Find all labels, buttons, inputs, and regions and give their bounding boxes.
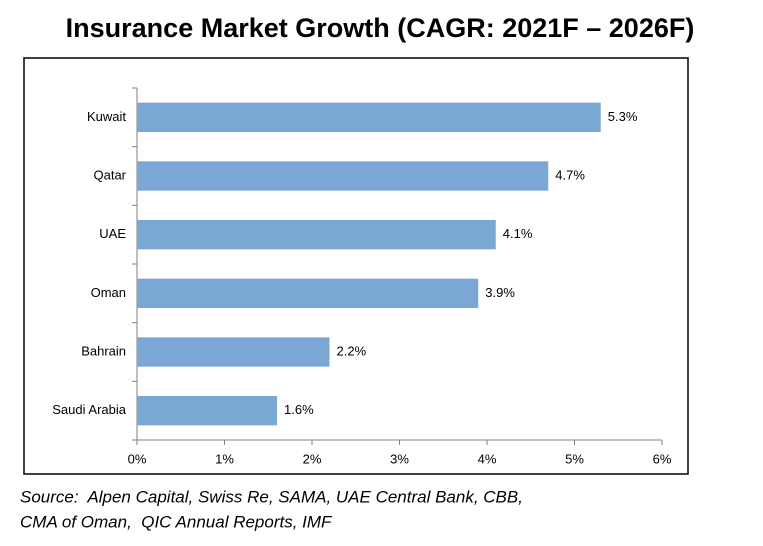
source-note: CMA of Oman, QIC Annual Reports, IMF xyxy=(20,512,333,531)
x-tick-label: 3% xyxy=(390,451,409,466)
x-tick-label: 6% xyxy=(653,451,672,466)
chart-frame xyxy=(23,57,689,475)
y-tick-label: Oman xyxy=(91,285,126,300)
bar xyxy=(137,102,601,132)
x-tick-label: 2% xyxy=(303,451,322,466)
data-label: 4.7% xyxy=(555,167,585,182)
y-tick-label: UAE xyxy=(99,226,126,241)
bar xyxy=(137,337,330,367)
data-label: 2.2% xyxy=(337,343,367,358)
x-tick-label: 0% xyxy=(128,451,147,466)
x-tick-label: 1% xyxy=(215,451,234,466)
bar xyxy=(137,278,479,308)
data-label: 1.6% xyxy=(284,402,314,417)
chart-title: Insurance Market Growth (CAGR: 2021F – 2… xyxy=(66,13,695,43)
bar xyxy=(137,220,496,250)
x-tick-label: 5% xyxy=(565,451,584,466)
data-label: 3.9% xyxy=(485,285,515,300)
y-tick-label: Saudi Arabia xyxy=(52,402,126,417)
bar xyxy=(137,396,277,426)
source-note: Source: Alpen Capital, Swiss Re, SAMA, U… xyxy=(20,487,523,506)
bar xyxy=(137,161,549,191)
x-tick-label: 4% xyxy=(478,451,497,466)
y-tick-label: Qatar xyxy=(93,167,126,182)
y-tick-label: Bahrain xyxy=(81,343,126,358)
data-label: 5.3% xyxy=(608,109,638,124)
data-label: 4.1% xyxy=(503,226,533,241)
y-tick-label: Kuwait xyxy=(87,109,126,124)
